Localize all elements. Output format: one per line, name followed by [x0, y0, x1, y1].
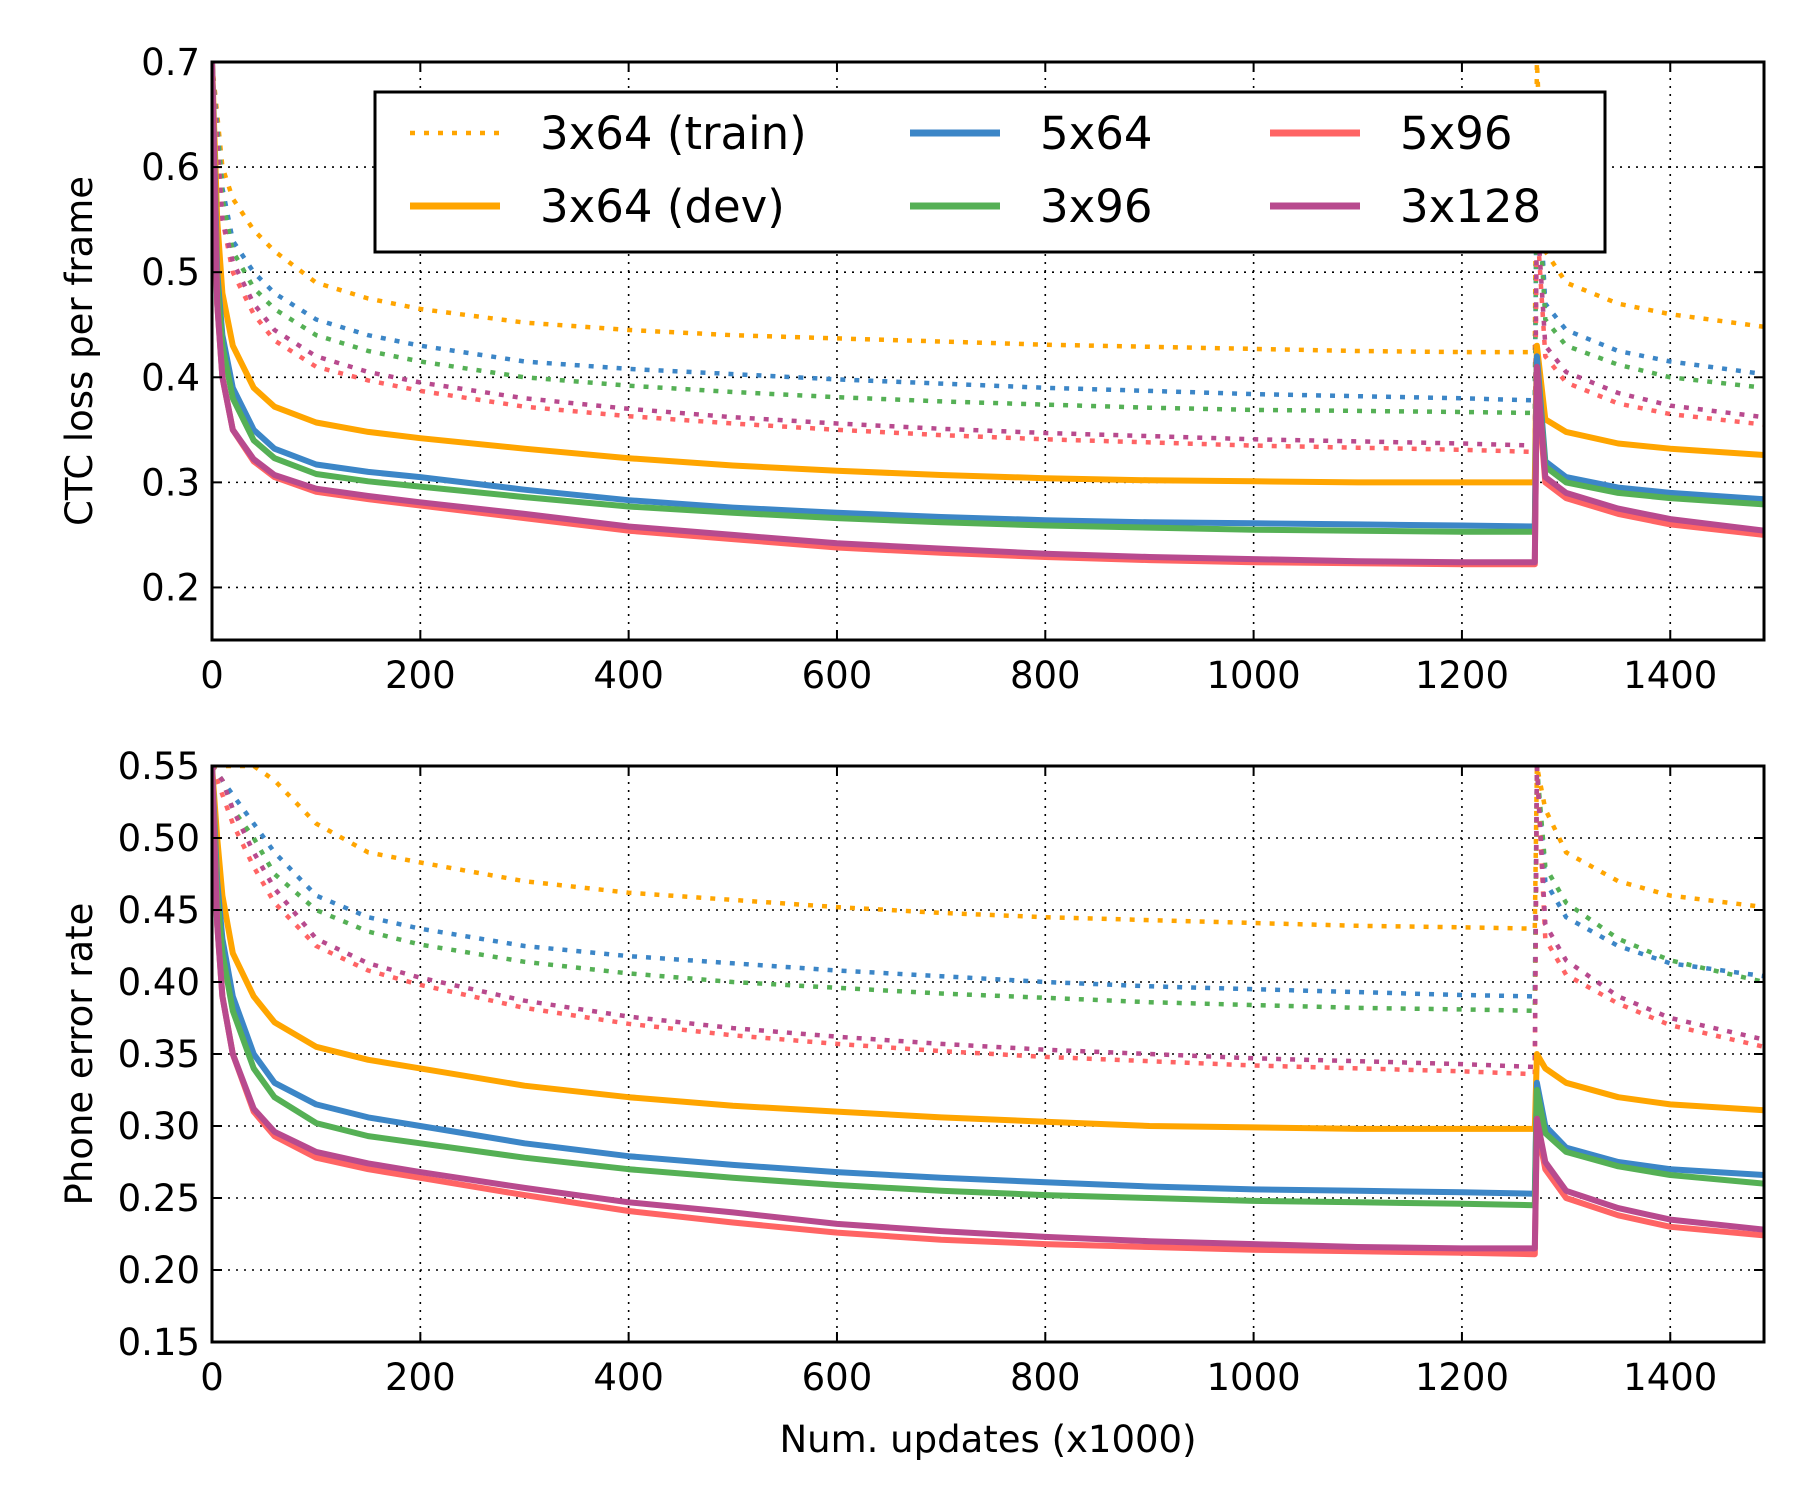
x-tick-label: 200	[385, 654, 456, 697]
x-axis-label: Num. updates (x1000)	[779, 1418, 1196, 1461]
y-tick-label: 0.35	[118, 1033, 200, 1076]
series-lines	[212, 766, 1764, 1258]
series-line-3x128-dev	[212, 62, 1764, 566]
y-axis-label: Phone error rate	[58, 903, 101, 1206]
y-tick-label: 0.15	[118, 1321, 200, 1364]
y-tick-label: 0.25	[118, 1177, 200, 1220]
ctc-loss-plot: 0 200 400 600 800 1000 1200 1400 0.20.30.40.50.…	[58, 41, 1766, 697]
x-tick-label: 1400	[1623, 1356, 1717, 1399]
x-tick-label: 1000	[1207, 1356, 1301, 1399]
x-tick-label: 0	[200, 654, 224, 697]
x-tick-label: 1200	[1415, 654, 1509, 697]
legend-label: 3x64 (dev)	[540, 180, 785, 233]
series-line-5x96-train	[212, 62, 1764, 455]
x-tick-label: 1400	[1623, 654, 1717, 697]
y-tick-label: 0.5	[141, 251, 200, 294]
series-line-3x96-dev	[212, 766, 1764, 1209]
grid-lines	[212, 766, 1764, 1342]
series-line-5x64-train	[212, 766, 1764, 999]
x-tick-label: 200	[385, 1356, 456, 1399]
series-line-3x96-train	[212, 62, 1764, 416]
y-tick-label: 0.30	[118, 1105, 200, 1148]
y-tick-label: 0.4	[141, 356, 200, 399]
legend-box	[373, 90, 1607, 254]
plot-frame	[210, 60, 1766, 642]
x-tick-labels: 0 200 400 600 800 1000 1200 1400	[200, 654, 1717, 697]
x-tick-label: 600	[802, 1356, 873, 1399]
y-tick-label: 0.20	[118, 1249, 200, 1292]
x-tick-label: 1200	[1415, 1356, 1509, 1399]
series-line-3x96-train	[212, 766, 1764, 1014]
y-tick-label: 0.7	[141, 41, 200, 84]
y-tick-label: 0.6	[141, 146, 200, 189]
y-tick-label: 0.2	[141, 566, 200, 609]
series-line-3x64-dev	[212, 766, 1764, 1132]
y-tick-label: 0.55	[118, 745, 200, 788]
legend-label: 3x96	[1040, 180, 1153, 233]
x-tick-label: 600	[802, 654, 873, 697]
legend-label: 3x128	[1400, 180, 1541, 233]
legend: 3x64 (train) 3x64 (dev) 5x64 3x96 5x96 3x128	[373, 90, 1607, 254]
series-line-3x128-train	[212, 766, 1764, 1070]
y-tick-labels: 0.15 0.20 0.25 0.30 0.35 0.40 0.45 0.50 0.55	[118, 745, 200, 1364]
x-tick-label: 400	[593, 1356, 664, 1399]
x-tick-labels: 0 200 400 600 800 1000 1200 1400	[200, 1356, 1717, 1399]
x-tick-label: 800	[1010, 654, 1081, 697]
y-tick-labels: 0.2 0.3 0.4 0.5 0.6 0.7	[141, 41, 200, 609]
series-line-3x128-train	[212, 62, 1764, 448]
phone-error-rate-plot: 0 200 400 600 800 1000 1200 1400 0.150.200.250.…	[58, 745, 1766, 1461]
y-tick-label: 0.45	[118, 889, 200, 932]
x-tick-label: 800	[1010, 1356, 1081, 1399]
tick-marks	[211, 61, 1764, 640]
x-tick-label: 0	[200, 1356, 224, 1399]
x-tick-label: 400	[593, 654, 664, 697]
y-axis-label: CTC loss per frame	[58, 176, 101, 526]
legend-label: 5x64	[1040, 107, 1153, 160]
y-tick-label: 0.40	[118, 961, 200, 1004]
legend-label: 3x64 (train)	[540, 107, 807, 160]
y-tick-label: 0.3	[141, 461, 200, 504]
x-tick-label: 1000	[1207, 654, 1301, 697]
tick-marks	[211, 765, 1764, 1343]
y-tick-label: 0.50	[118, 817, 200, 860]
series-line-3x128-dev	[212, 766, 1764, 1252]
legend-label: 5x96	[1400, 107, 1513, 160]
